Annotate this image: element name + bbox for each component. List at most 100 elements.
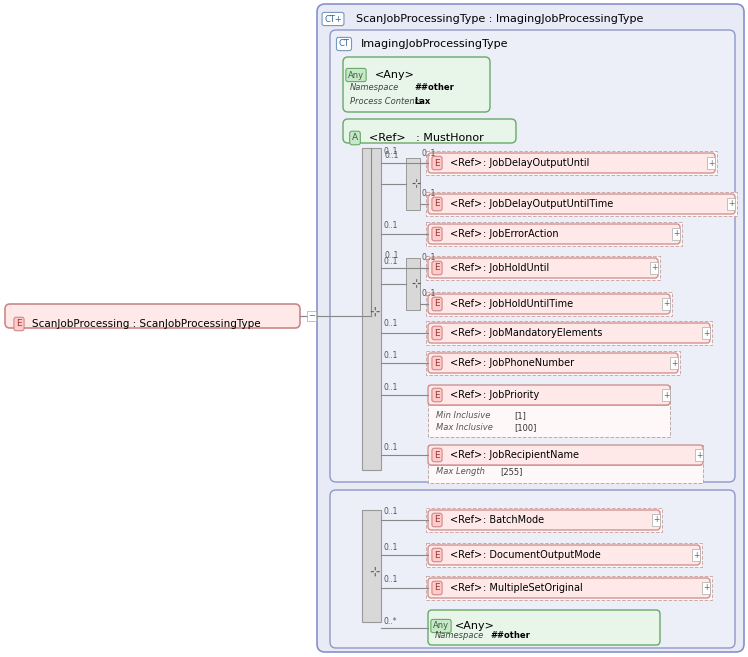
Bar bbox=[426, 256, 660, 280]
Text: : JobErrorAction: : JobErrorAction bbox=[483, 229, 559, 239]
FancyBboxPatch shape bbox=[428, 323, 710, 343]
Text: [100]: [100] bbox=[514, 424, 536, 432]
Text: ScanJobProcessing : ScanJobProcessingType: ScanJobProcessing : ScanJobProcessingTyp… bbox=[32, 319, 260, 329]
Text: +: + bbox=[663, 390, 669, 399]
FancyBboxPatch shape bbox=[428, 258, 658, 278]
Text: 0..1: 0..1 bbox=[384, 507, 399, 516]
Bar bbox=[426, 508, 662, 532]
Text: ⊹: ⊹ bbox=[370, 306, 380, 319]
Text: : DocumentOutputMode: : DocumentOutputMode bbox=[483, 550, 601, 560]
Text: E: E bbox=[434, 158, 440, 168]
Text: <Ref>: <Ref> bbox=[450, 158, 482, 168]
Text: −: − bbox=[308, 311, 315, 321]
Text: : JobPhoneNumber: : JobPhoneNumber bbox=[483, 358, 574, 368]
Bar bbox=[426, 222, 682, 246]
Text: <Ref>: <Ref> bbox=[450, 229, 482, 239]
Text: 0..1: 0..1 bbox=[422, 150, 436, 158]
Bar bbox=[426, 151, 717, 175]
Text: 0..1: 0..1 bbox=[422, 189, 436, 198]
Text: <Ref>: <Ref> bbox=[450, 263, 482, 273]
Text: <Ref>: <Ref> bbox=[450, 583, 482, 593]
Bar bbox=[426, 292, 672, 316]
Text: +: + bbox=[693, 551, 699, 560]
Text: E: E bbox=[434, 229, 440, 238]
Text: : MultipleSetOriginal: : MultipleSetOriginal bbox=[483, 583, 583, 593]
Text: 0..1: 0..1 bbox=[385, 150, 399, 160]
Text: +: + bbox=[651, 263, 657, 273]
Text: <Ref>: <Ref> bbox=[450, 515, 482, 525]
Text: 0..1: 0..1 bbox=[384, 350, 399, 359]
Text: : JobDelayOutputUntilTime: : JobDelayOutputUntilTime bbox=[483, 199, 613, 209]
Text: Any: Any bbox=[433, 622, 449, 631]
Bar bbox=[426, 192, 737, 216]
Text: : JobHoldUntilTime: : JobHoldUntilTime bbox=[483, 299, 573, 309]
Text: 0..1: 0..1 bbox=[384, 319, 399, 328]
Text: 0..1: 0..1 bbox=[384, 443, 399, 453]
Text: CT: CT bbox=[339, 39, 349, 49]
Text: E: E bbox=[434, 200, 440, 208]
Text: 0..*: 0..* bbox=[384, 616, 397, 625]
Text: Max Inclusive: Max Inclusive bbox=[436, 424, 493, 432]
Text: Lax: Lax bbox=[414, 97, 430, 106]
Text: : JobRecipientName: : JobRecipientName bbox=[483, 450, 579, 460]
Bar bbox=[428, 445, 703, 483]
Text: +: + bbox=[696, 451, 702, 459]
FancyBboxPatch shape bbox=[317, 4, 744, 652]
FancyBboxPatch shape bbox=[428, 578, 710, 598]
Text: ⊹: ⊹ bbox=[411, 279, 420, 289]
Text: Max Length: Max Length bbox=[436, 468, 485, 476]
FancyBboxPatch shape bbox=[428, 194, 735, 214]
FancyBboxPatch shape bbox=[330, 490, 735, 648]
FancyBboxPatch shape bbox=[5, 304, 300, 328]
FancyBboxPatch shape bbox=[428, 545, 700, 565]
Text: E: E bbox=[434, 551, 440, 560]
Text: E: E bbox=[434, 390, 440, 399]
Text: E: E bbox=[434, 451, 440, 459]
Text: +: + bbox=[653, 516, 659, 524]
FancyBboxPatch shape bbox=[428, 153, 715, 173]
FancyBboxPatch shape bbox=[428, 294, 670, 314]
FancyBboxPatch shape bbox=[428, 353, 678, 373]
Bar bbox=[362, 510, 381, 622]
Text: : JobPriority: : JobPriority bbox=[483, 390, 539, 400]
Text: +: + bbox=[708, 158, 714, 168]
Text: <Ref>: <Ref> bbox=[450, 390, 482, 400]
Text: : BatchMode: : BatchMode bbox=[483, 515, 544, 525]
Text: 0..1: 0..1 bbox=[384, 382, 399, 392]
Text: 0..1: 0..1 bbox=[384, 576, 399, 585]
Text: 0..1: 0..1 bbox=[422, 290, 436, 298]
Text: 0..1: 0..1 bbox=[384, 221, 399, 229]
FancyBboxPatch shape bbox=[330, 30, 735, 482]
Text: +: + bbox=[728, 200, 735, 208]
Text: 0..1: 0..1 bbox=[422, 254, 436, 263]
Text: <Ref>: <Ref> bbox=[450, 328, 482, 338]
Text: +: + bbox=[671, 359, 677, 367]
Text: +: + bbox=[663, 300, 669, 309]
Bar bbox=[426, 576, 712, 600]
FancyBboxPatch shape bbox=[428, 224, 680, 244]
Bar bbox=[426, 351, 680, 375]
Text: Any: Any bbox=[348, 70, 364, 79]
FancyBboxPatch shape bbox=[343, 119, 516, 143]
Text: ##other: ##other bbox=[490, 631, 530, 639]
Text: <Ref>: <Ref> bbox=[450, 450, 482, 460]
Text: E: E bbox=[434, 516, 440, 524]
Text: ⊹: ⊹ bbox=[411, 179, 420, 189]
Bar bbox=[406, 158, 420, 210]
Text: <Any>: <Any> bbox=[455, 621, 495, 631]
Text: Namespace: Namespace bbox=[350, 83, 399, 93]
Text: +: + bbox=[703, 328, 709, 338]
FancyBboxPatch shape bbox=[428, 385, 670, 405]
FancyBboxPatch shape bbox=[428, 510, 660, 530]
Text: <Ref>: <Ref> bbox=[450, 199, 482, 209]
Bar bbox=[406, 258, 420, 310]
Text: <Ref>: <Ref> bbox=[450, 358, 482, 368]
FancyBboxPatch shape bbox=[428, 445, 703, 465]
Text: ScanJobProcessingType : ImagingJobProcessingType: ScanJobProcessingType : ImagingJobProces… bbox=[356, 14, 643, 24]
Text: 0..1: 0..1 bbox=[385, 250, 399, 260]
Text: +: + bbox=[672, 229, 679, 238]
Text: <Ref>: <Ref> bbox=[450, 550, 482, 560]
Text: A: A bbox=[352, 133, 358, 143]
Text: CT+: CT+ bbox=[324, 14, 342, 24]
Text: 0..1: 0..1 bbox=[384, 258, 399, 267]
